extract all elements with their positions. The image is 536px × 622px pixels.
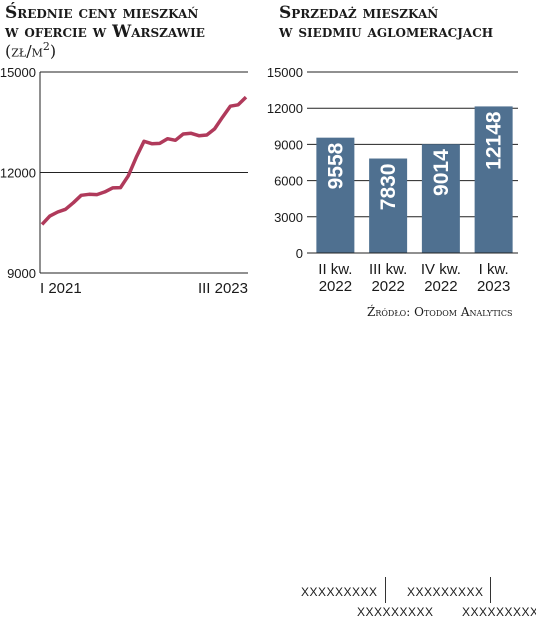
category-label: 2022	[371, 278, 404, 295]
footer-placeholder: XXXXXXXXX	[301, 585, 378, 599]
y-tick-label: 0	[296, 246, 303, 261]
footer-placeholder: XXXXXXXXX	[462, 605, 536, 619]
category-label: 2022	[319, 278, 352, 295]
bar-value-label: 9014	[430, 149, 453, 196]
right-chart-title: Sprzedaż mieszkań w siedmiu aglomeracjac…	[279, 4, 493, 42]
x-tick-label: III 2023	[198, 280, 248, 297]
footer-separator	[490, 577, 491, 603]
bar	[316, 137, 355, 253]
right-chart-title-line: w siedmiu aglomeracjach	[279, 22, 494, 42]
bar-value-label: 12148	[483, 111, 506, 170]
category-label: II kw.	[318, 261, 352, 278]
y-tick-label: 12000	[267, 101, 303, 116]
left-chart-unit: (zł/m2)	[5, 40, 56, 60]
x-tick-label: I 2021	[40, 280, 82, 297]
bar	[421, 144, 460, 253]
footer-placeholder: XXXXXXXXX	[407, 585, 484, 599]
y-tick-label: 15000	[0, 65, 36, 80]
left-chart-title-line: w ofercie w Warszawie	[5, 22, 205, 42]
price-line	[40, 95, 248, 226]
y-tick-label: 6000	[274, 174, 303, 189]
right-chart-title-line: Sprzedaż mieszkań	[279, 3, 439, 23]
bar-value-label: 7830	[377, 164, 400, 211]
bar	[369, 158, 408, 253]
left-chart-title: Średnie ceny mieszkań w ofercie w Warsza…	[5, 4, 205, 42]
footer-separator	[385, 577, 386, 603]
y-tick-label: 3000	[274, 210, 303, 225]
y-tick-label: 9000	[7, 266, 36, 281]
category-label: 2022	[424, 278, 457, 295]
y-tick-label: 15000	[267, 65, 303, 80]
source-note: Źródło: Otodom Analytics	[367, 305, 513, 319]
unit-close: )	[49, 41, 57, 61]
category-label: I kw.	[479, 261, 509, 278]
category-label: IV kw.	[421, 261, 461, 278]
unit-sup: 2	[42, 40, 50, 53]
y-tick-label: 9000	[274, 137, 303, 152]
left-chart-title-line: Średnie ceny mieszkań	[5, 3, 199, 23]
category-label: III kw.	[369, 261, 407, 278]
bar-value-label: 9558	[324, 142, 347, 189]
unit-text: (zł/m	[5, 41, 43, 61]
footer-placeholder: XXXXXXXXX	[357, 605, 434, 619]
category-label: 2023	[477, 278, 510, 295]
bar	[474, 106, 513, 254]
y-tick-label: 12000	[0, 166, 36, 181]
